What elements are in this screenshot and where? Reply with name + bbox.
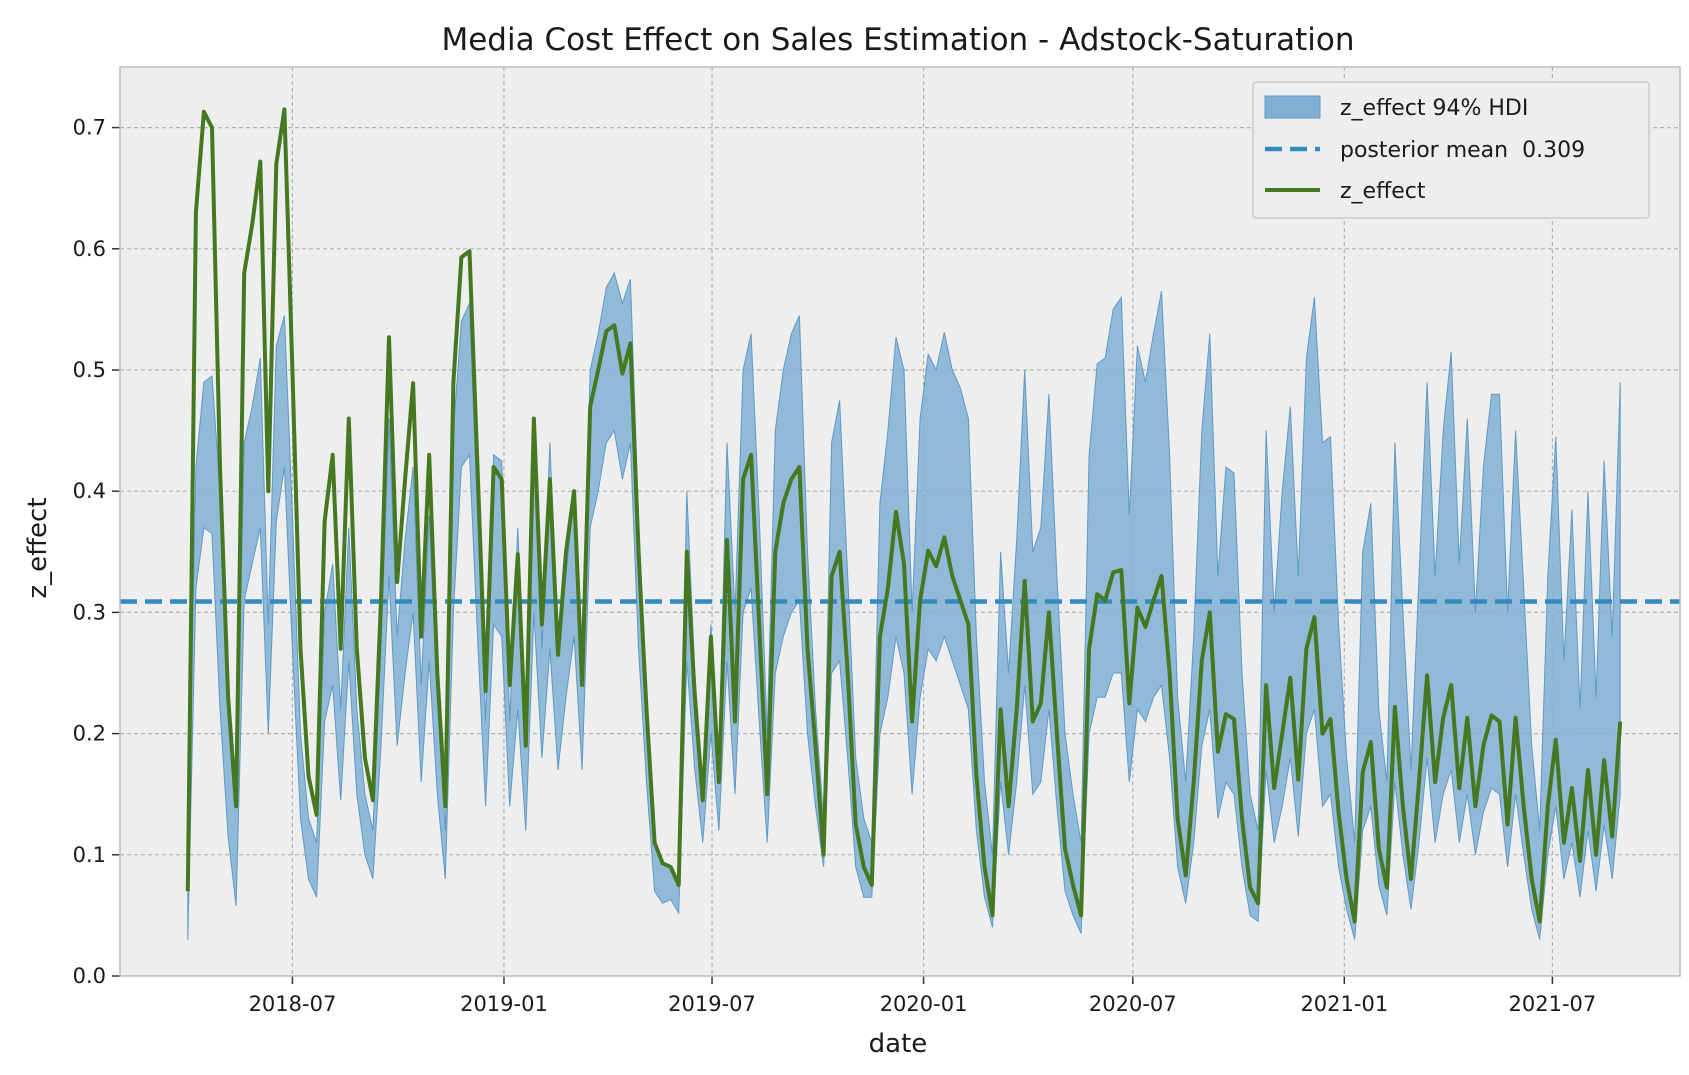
y-axis-label: z_effect — [23, 497, 53, 598]
z-effect-line — [185, 107, 1623, 924]
x-tick-label: 2021-01 — [1300, 992, 1388, 1016]
legend-label-hdi: z_effect 94% HDI — [1340, 96, 1528, 121]
y-tick-label: 0.0 — [73, 964, 106, 988]
y-tick-label: 0.5 — [73, 358, 106, 382]
y-tick-label: 0.3 — [73, 600, 106, 624]
x-tick-label: 2019-07 — [668, 992, 756, 1016]
legend-frame — [1252, 81, 1650, 219]
legend: z_effect 94% HDI posterior mean 0.309 z_… — [1252, 81, 1650, 219]
y-tick-label: 0.2 — [73, 722, 106, 746]
x-tick-label: 2019-01 — [460, 992, 548, 1016]
y-tick-label: 0.1 — [73, 843, 106, 867]
y-tick-label: 0.7 — [73, 116, 106, 140]
y-tick-label: 0.6 — [73, 237, 106, 261]
x-tick-label: 2020-01 — [880, 992, 968, 1016]
x-tick-label: 2020-07 — [1089, 992, 1177, 1016]
x-tick-label: 2021-07 — [1509, 992, 1597, 1016]
legend-label-z-effect: z_effect — [1340, 179, 1426, 204]
legend-label-mean: posterior mean 0.309 — [1340, 138, 1585, 163]
chart-title: Media Cost Effect on Sales Estimation - … — [441, 22, 1354, 58]
y-tick-label: 0.4 — [73, 479, 106, 503]
plot-frame — [119, 66, 1681, 977]
legend-swatch-hdi — [1264, 95, 1321, 119]
x-tick-label: 2018-07 — [249, 992, 337, 1016]
x-axis-label: date — [869, 1029, 928, 1059]
